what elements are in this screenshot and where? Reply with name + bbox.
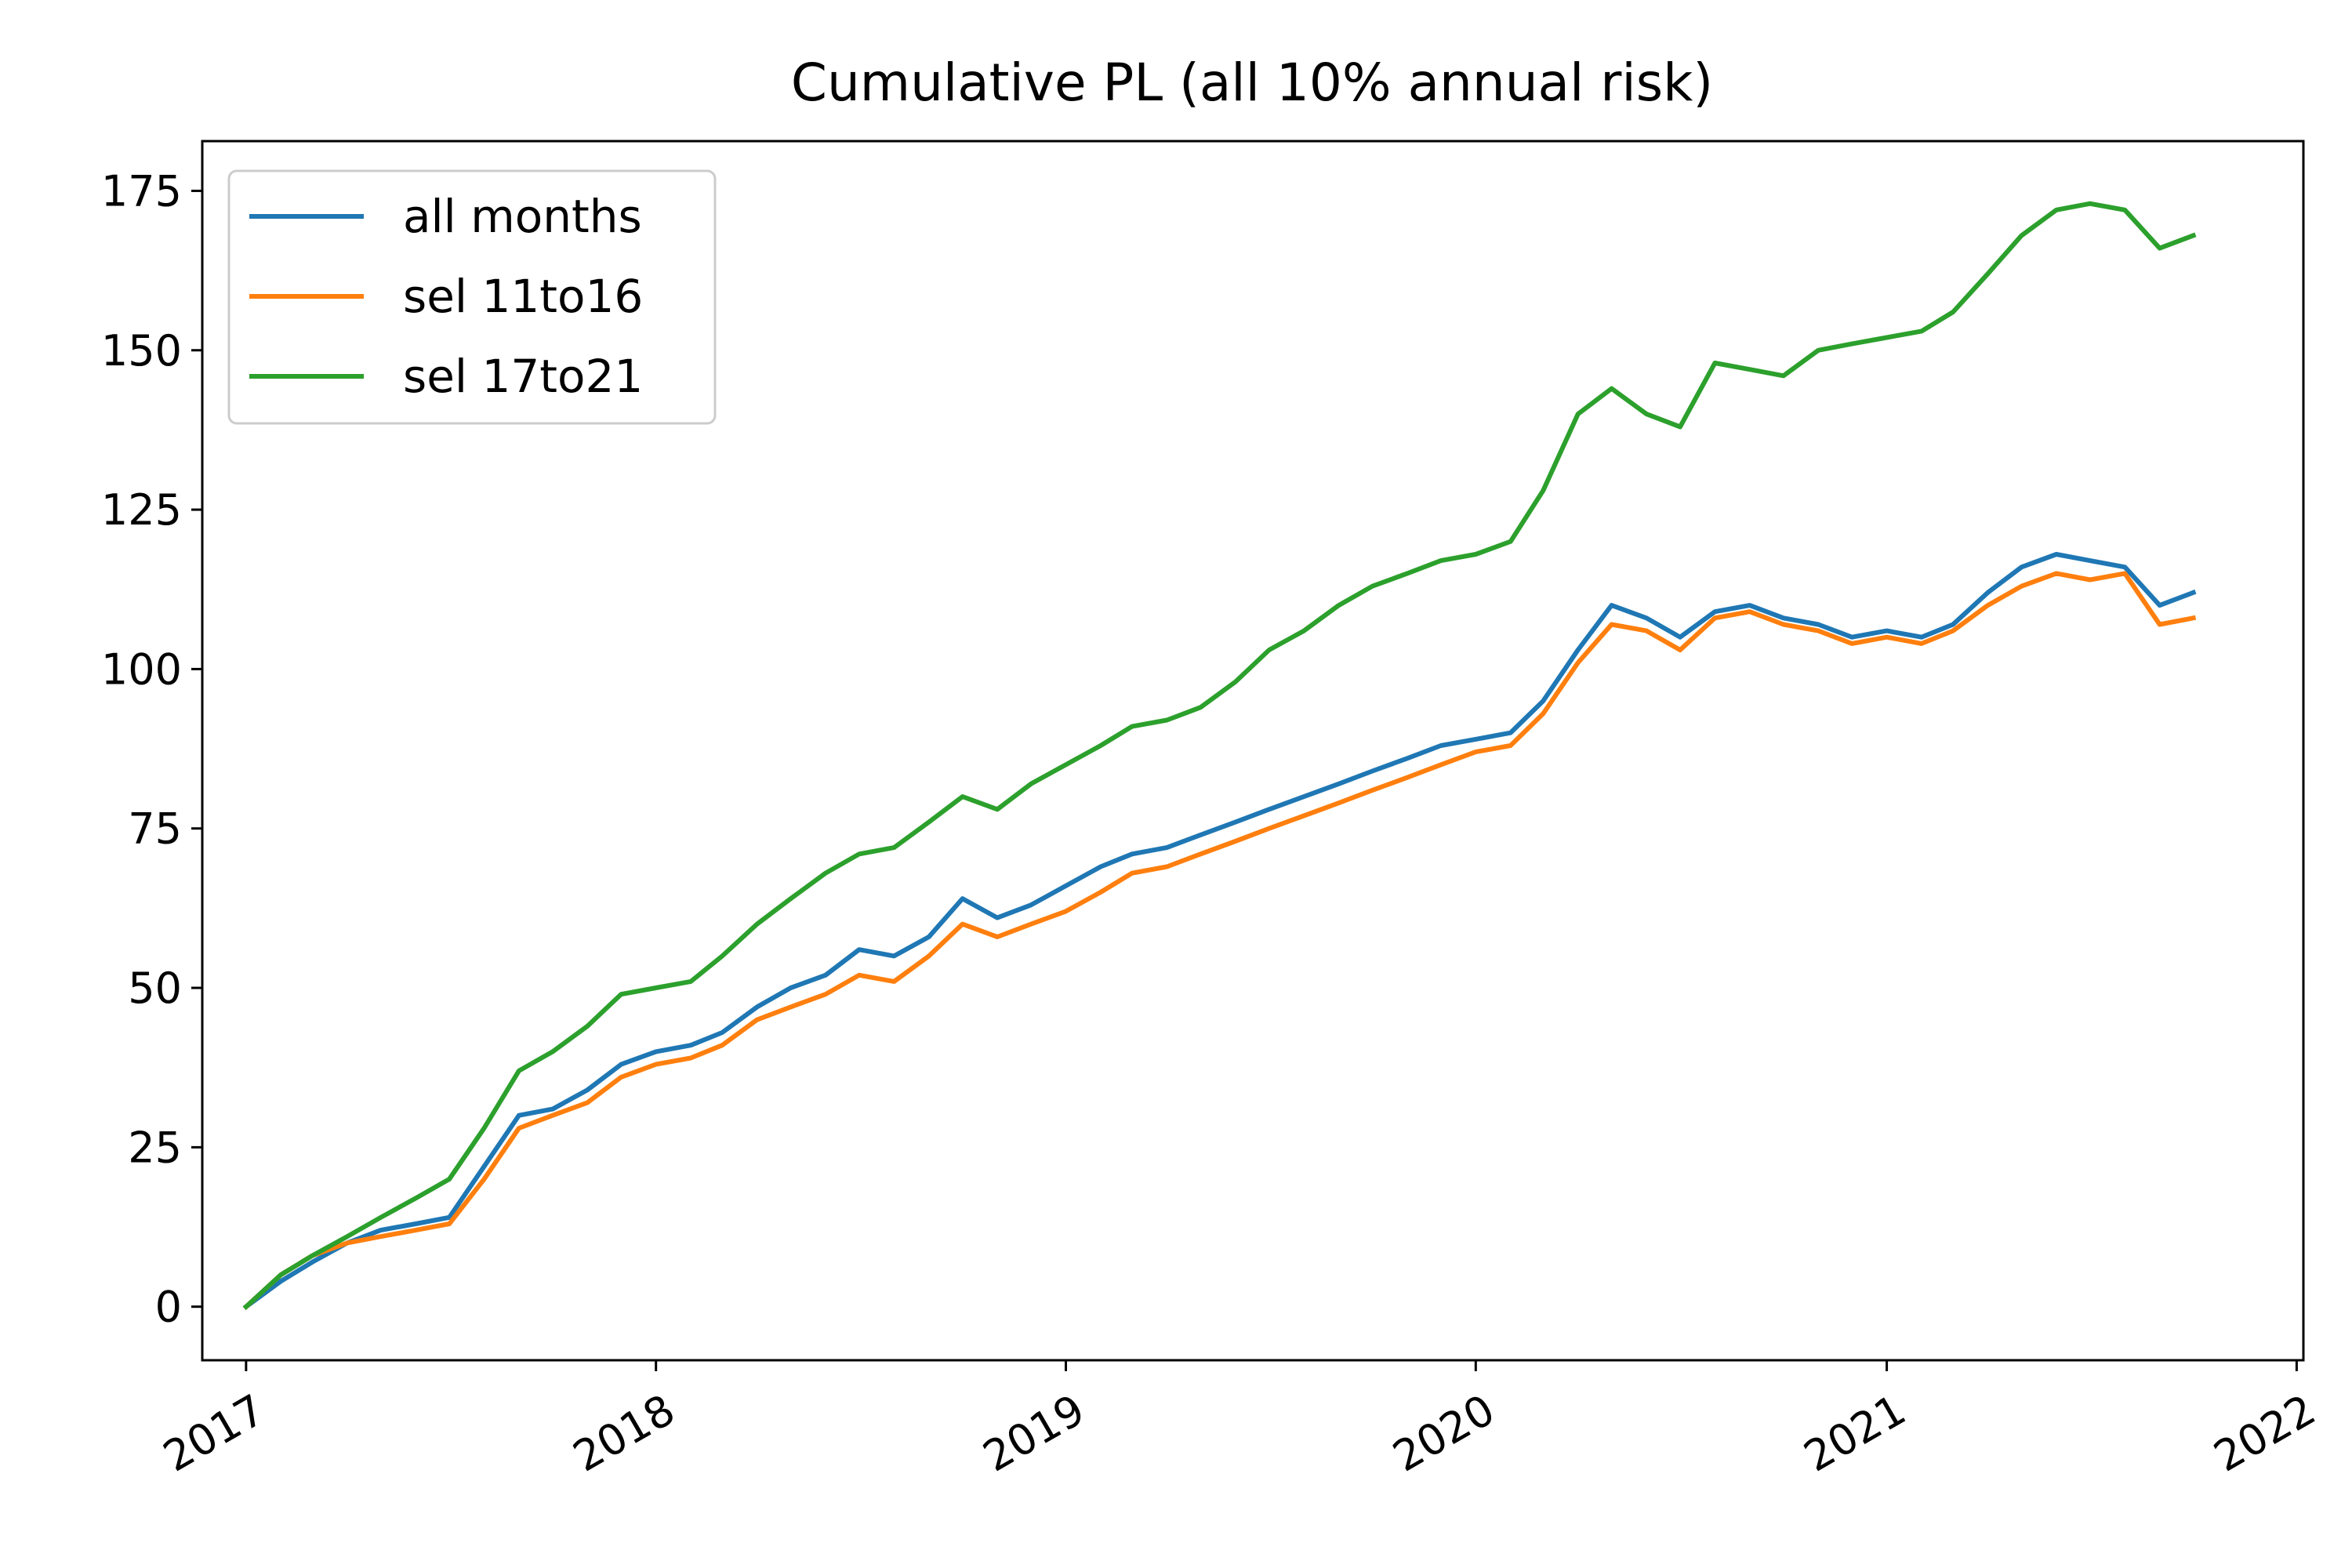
- x-tick-label: 2017: [155, 1385, 274, 1481]
- plot-frame: [201, 140, 2305, 1362]
- y-tick-label: 75: [128, 804, 182, 854]
- series-line-1: [242, 552, 2197, 1310]
- y-tick-label: 25: [128, 1123, 182, 1172]
- series-line-3: [242, 201, 2197, 1310]
- x-tick-label: 2018: [565, 1385, 684, 1481]
- y-tick-label: 175: [101, 166, 182, 216]
- x-tick-label: 2022: [2205, 1385, 2324, 1481]
- y-tick-label: 100: [101, 644, 182, 694]
- chart-title: Cumulative PL (all 10% annual risk): [791, 53, 1713, 113]
- y-tick-label: 0: [155, 1283, 182, 1332]
- legend-label-1: all months: [403, 190, 642, 243]
- legend-label-3: sel 17to21: [403, 350, 643, 403]
- y-tick-label: 125: [101, 485, 182, 535]
- legend-box: [227, 169, 717, 425]
- y-tick-label: 150: [101, 326, 182, 376]
- x-tick-label: 2020: [1385, 1385, 1503, 1481]
- y-tick-label: 50: [128, 964, 182, 1013]
- legend-label-2: sel 11to16: [403, 270, 643, 323]
- series-line-2: [242, 571, 2197, 1310]
- series-layer: [242, 201, 2197, 1310]
- legend: all months sel 11to16 sel 17to21: [227, 169, 717, 425]
- x-tick-label: 2019: [975, 1385, 1093, 1481]
- x-tick-label: 2021: [1796, 1385, 1915, 1481]
